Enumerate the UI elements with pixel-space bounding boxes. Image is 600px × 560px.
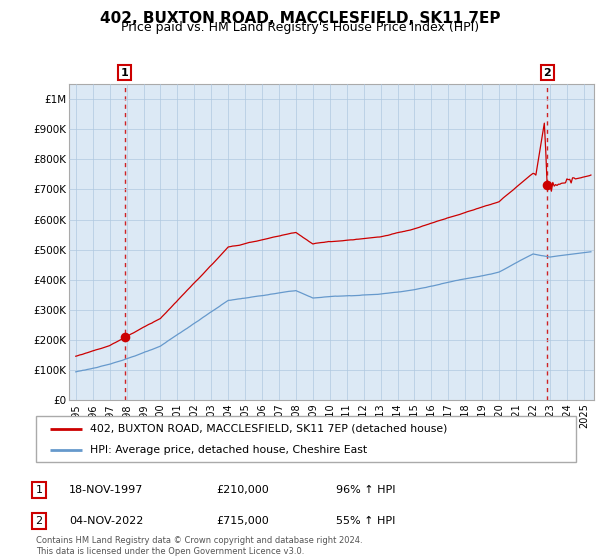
Text: £210,000: £210,000 <box>216 485 269 495</box>
Text: 18-NOV-1997: 18-NOV-1997 <box>69 485 143 495</box>
Text: 2: 2 <box>544 68 551 78</box>
Text: 04-NOV-2022: 04-NOV-2022 <box>69 516 143 526</box>
Text: 2: 2 <box>35 516 43 526</box>
Point <box>120 333 130 342</box>
Point <box>542 180 552 189</box>
Text: Price paid vs. HM Land Registry's House Price Index (HPI): Price paid vs. HM Land Registry's House … <box>121 21 479 34</box>
Text: 96% ↑ HPI: 96% ↑ HPI <box>336 485 395 495</box>
Text: 402, BUXTON ROAD, MACCLESFIELD, SK11 7EP: 402, BUXTON ROAD, MACCLESFIELD, SK11 7EP <box>100 11 500 26</box>
Text: 1: 1 <box>35 485 43 495</box>
Text: HPI: Average price, detached house, Cheshire East: HPI: Average price, detached house, Ches… <box>90 445 367 455</box>
Text: 1: 1 <box>121 68 128 78</box>
Text: 402, BUXTON ROAD, MACCLESFIELD, SK11 7EP (detached house): 402, BUXTON ROAD, MACCLESFIELD, SK11 7EP… <box>90 424 448 434</box>
Text: £715,000: £715,000 <box>216 516 269 526</box>
Text: 55% ↑ HPI: 55% ↑ HPI <box>336 516 395 526</box>
Text: Contains HM Land Registry data © Crown copyright and database right 2024.
This d: Contains HM Land Registry data © Crown c… <box>36 536 362 556</box>
